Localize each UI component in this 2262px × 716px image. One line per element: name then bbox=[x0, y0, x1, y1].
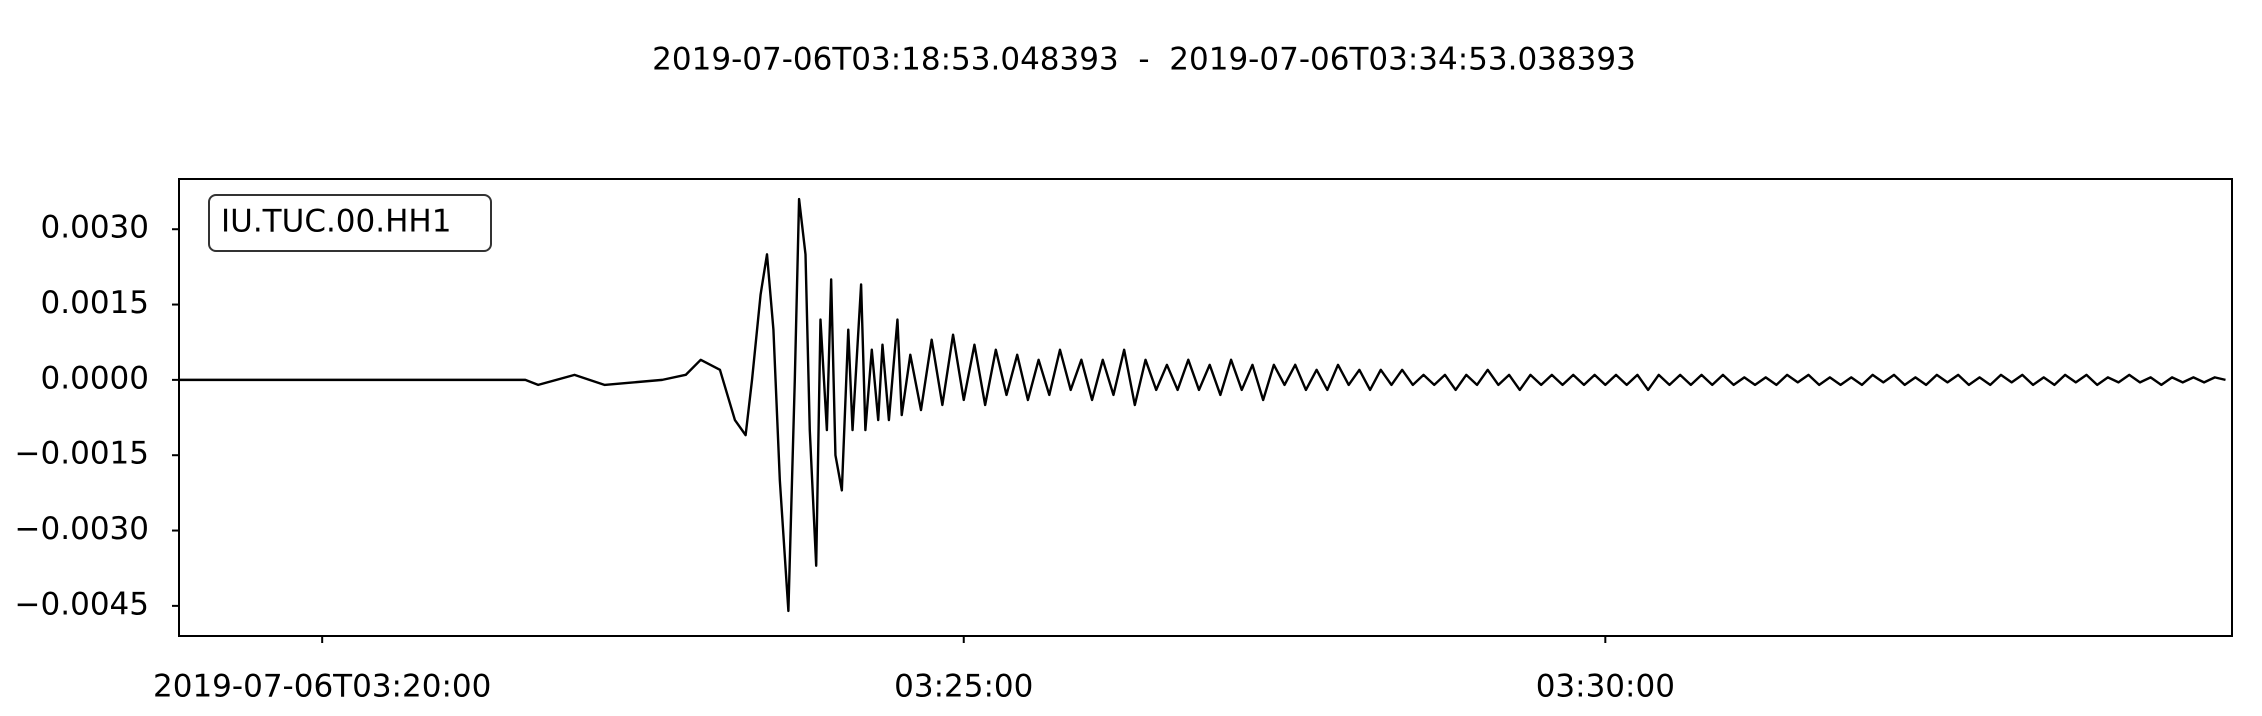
legend-box bbox=[208, 194, 492, 252]
y-tick-label: 0.0000 bbox=[41, 360, 149, 396]
y-tick-label: −0.0015 bbox=[15, 436, 149, 472]
x-tick-label: 03:25:00 bbox=[894, 669, 1033, 705]
chart-title: 2019-07-06T03:18:53.048393 - 2019-07-06T… bbox=[652, 42, 1636, 78]
legend-label: IU.TUC.00.HH1 bbox=[221, 204, 451, 240]
x-tick-label: 03:30:00 bbox=[1536, 669, 1675, 705]
series-line bbox=[178, 197, 2226, 613]
plot-frame bbox=[178, 178, 2233, 637]
y-tick-label: −0.0030 bbox=[15, 511, 149, 547]
y-tick-label: −0.0045 bbox=[15, 586, 149, 622]
x-tick-label: 2019-07-06T03:20:00 bbox=[153, 669, 491, 705]
y-tick-label: 0.0015 bbox=[41, 285, 149, 321]
y-tick-label: 0.0030 bbox=[41, 210, 149, 246]
